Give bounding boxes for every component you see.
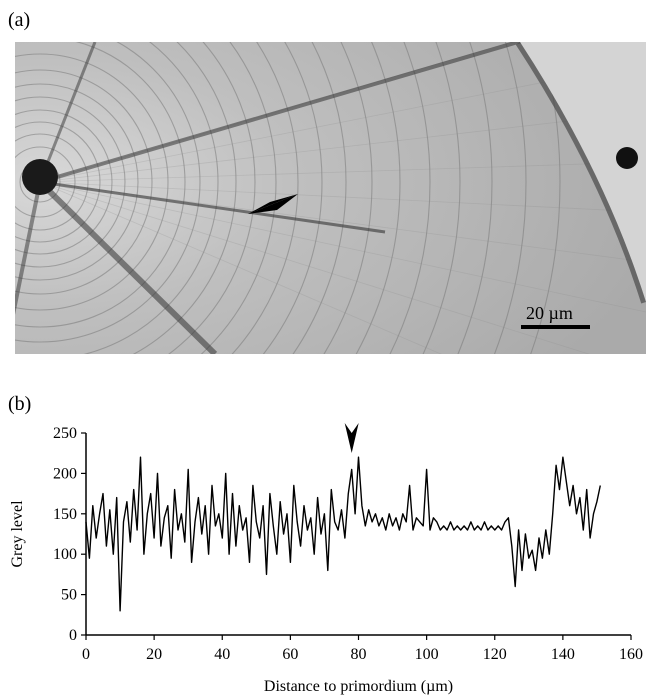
x-tick-label: 120 [483, 646, 507, 663]
panel-a-label: (a) [8, 9, 31, 31]
x-axis-label: Distance to primordium (µm) [264, 678, 453, 695]
x-tick-label: 140 [551, 646, 575, 663]
otolith-micrograph [15, 42, 646, 354]
grey-level-series-line [85, 456, 601, 612]
chart-ticks: 0 50 100 150 200 250 0 20 40 60 80 100 120 140 160 [53, 425, 643, 663]
scale-bar [521, 325, 590, 329]
y-tick-label: 100 [53, 546, 77, 563]
chart-svg: 0 50 100 150 200 250 0 20 40 60 80 100 120 140 160 Dis… [9, 423, 643, 695]
y-tick-label: 250 [53, 425, 77, 442]
x-tick-label: 0 [82, 646, 90, 663]
x-tick-label: 160 [619, 646, 643, 663]
panel-b-label: (b) [8, 393, 32, 415]
y-tick-label: 50 [61, 587, 77, 604]
x-tick-label: 20 [146, 646, 162, 663]
x-tick-label: 80 [351, 646, 367, 663]
x-tick-label: 100 [415, 646, 439, 663]
chart-annotations [344, 423, 359, 453]
y-tick-label: 200 [53, 465, 77, 482]
y-axis-label: Grey level [9, 500, 26, 568]
scale-bar-label: 20 µm [526, 303, 573, 323]
x-tick-label: 60 [282, 646, 298, 663]
chart-series [85, 456, 601, 612]
grey-level-chart: 0 50 100 150 200 250 0 20 40 60 80 100 120 140 160 Dis… [0, 410, 651, 699]
y-tick-label: 0 [69, 627, 77, 644]
arrowhead-marker [344, 423, 359, 453]
x-tick-label: 40 [214, 646, 230, 663]
y-tick-label: 150 [53, 506, 77, 523]
micrograph-image [15, 42, 646, 354]
